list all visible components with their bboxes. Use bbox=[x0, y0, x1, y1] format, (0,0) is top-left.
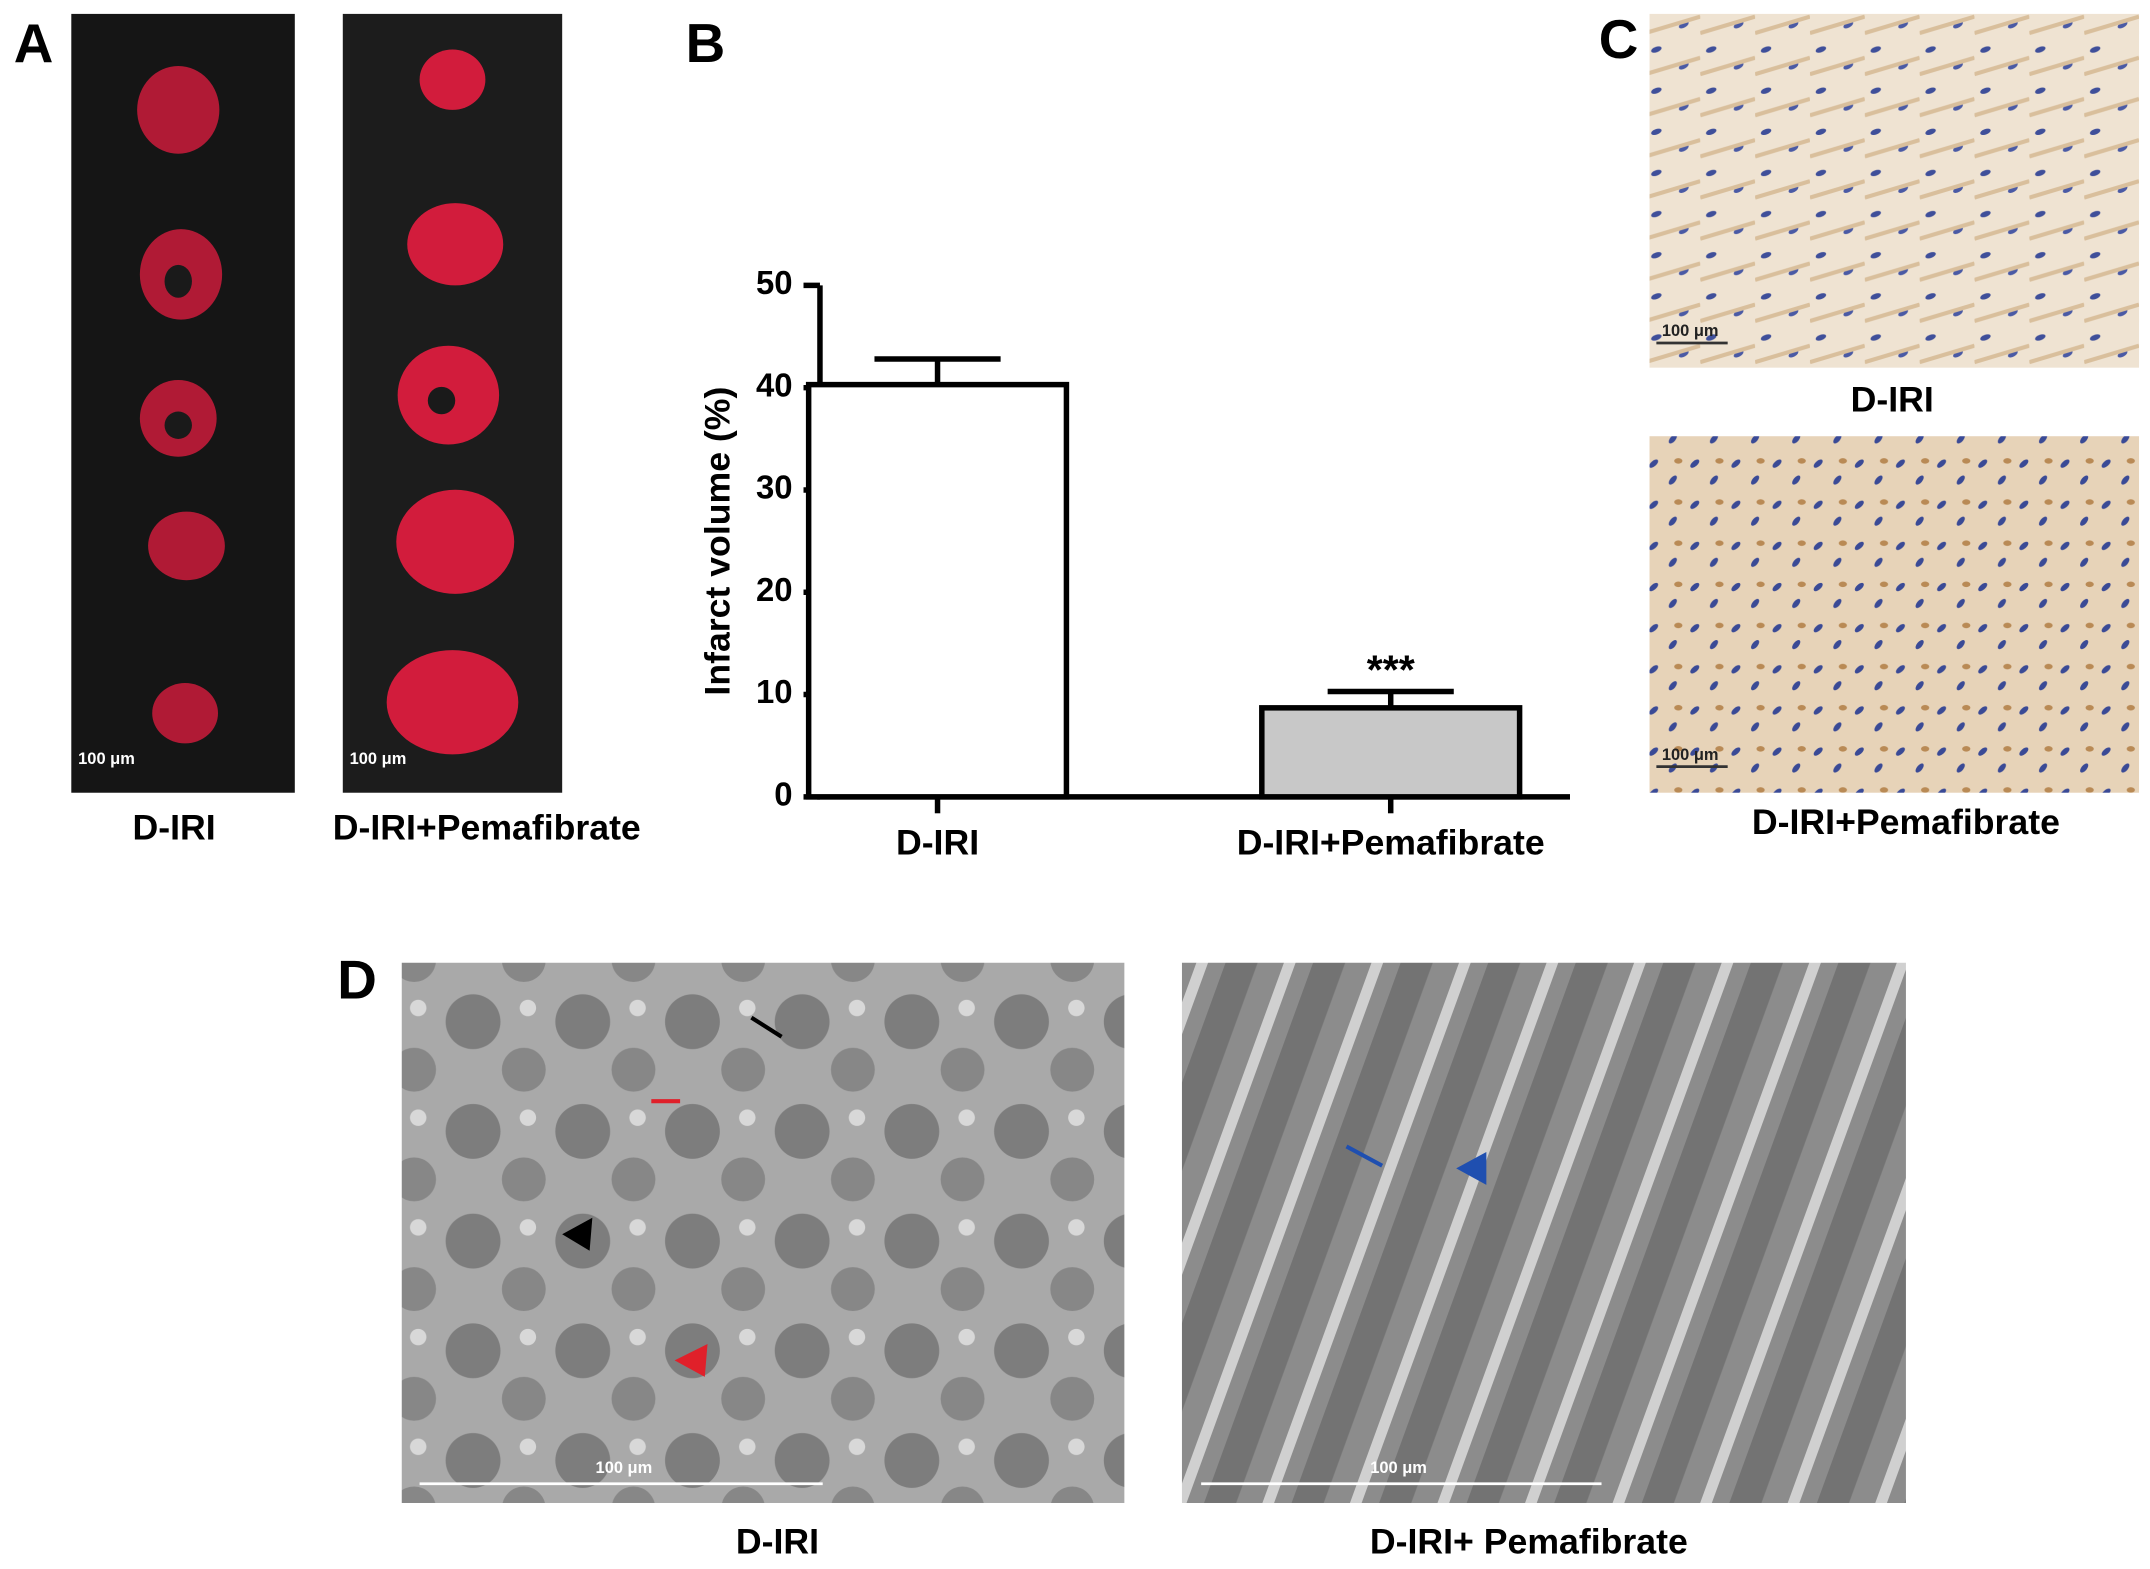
caption: D-IRI+ Pemafibrate bbox=[1370, 1522, 1688, 1562]
scale-bar-label: 100 μm bbox=[1370, 1459, 1427, 1477]
y-axis-label: Infarct volume (%) bbox=[697, 387, 737, 696]
bar-chart: 0 10 20 30 40 50 Infarct volume (%) D-IRI D-IRI+… bbox=[697, 264, 1570, 862]
caption: D-IRI bbox=[736, 1522, 819, 1562]
micrograph bbox=[1649, 436, 2140, 793]
scale-bar-label: 100 μm bbox=[1662, 322, 1719, 340]
y-tick-label: 0 bbox=[774, 776, 792, 813]
heart-slices bbox=[137, 49, 519, 755]
bar bbox=[1259, 705, 1523, 800]
scale-bar-label: 100 μm bbox=[1662, 746, 1719, 764]
panel-label: B bbox=[686, 12, 726, 74]
y-tick-label: 40 bbox=[756, 366, 793, 403]
significance: *** bbox=[1367, 646, 1415, 692]
micrograph bbox=[1649, 13, 2140, 368]
scale-bar-label: 100 μm bbox=[350, 750, 407, 768]
y-tick-label: 30 bbox=[756, 469, 793, 506]
caption: D-IRI+Pemafibrate bbox=[1752, 802, 2060, 842]
em-image bbox=[401, 962, 1125, 1503]
panel-label: A bbox=[14, 12, 54, 74]
panel-label: D bbox=[337, 948, 377, 1010]
em-image bbox=[1181, 962, 1906, 1503]
y-tick-label: 20 bbox=[756, 571, 793, 608]
scale-bar-label: 100 μm bbox=[596, 1459, 653, 1477]
y-tick-label: 10 bbox=[756, 673, 793, 710]
panel-label: C bbox=[1599, 8, 1639, 70]
x-tick-label: D-IRI bbox=[896, 822, 979, 862]
y-tick-label: 50 bbox=[756, 264, 793, 301]
scale-bar-label: 100 μm bbox=[78, 750, 135, 768]
caption: D-IRI+Pemafibrate bbox=[333, 807, 641, 847]
bar bbox=[805, 381, 1070, 800]
caption: D-IRI bbox=[1851, 380, 1934, 420]
x-tick-label: D-IRI+Pemafibrate bbox=[1237, 822, 1545, 862]
caption: D-IRI bbox=[133, 807, 216, 847]
